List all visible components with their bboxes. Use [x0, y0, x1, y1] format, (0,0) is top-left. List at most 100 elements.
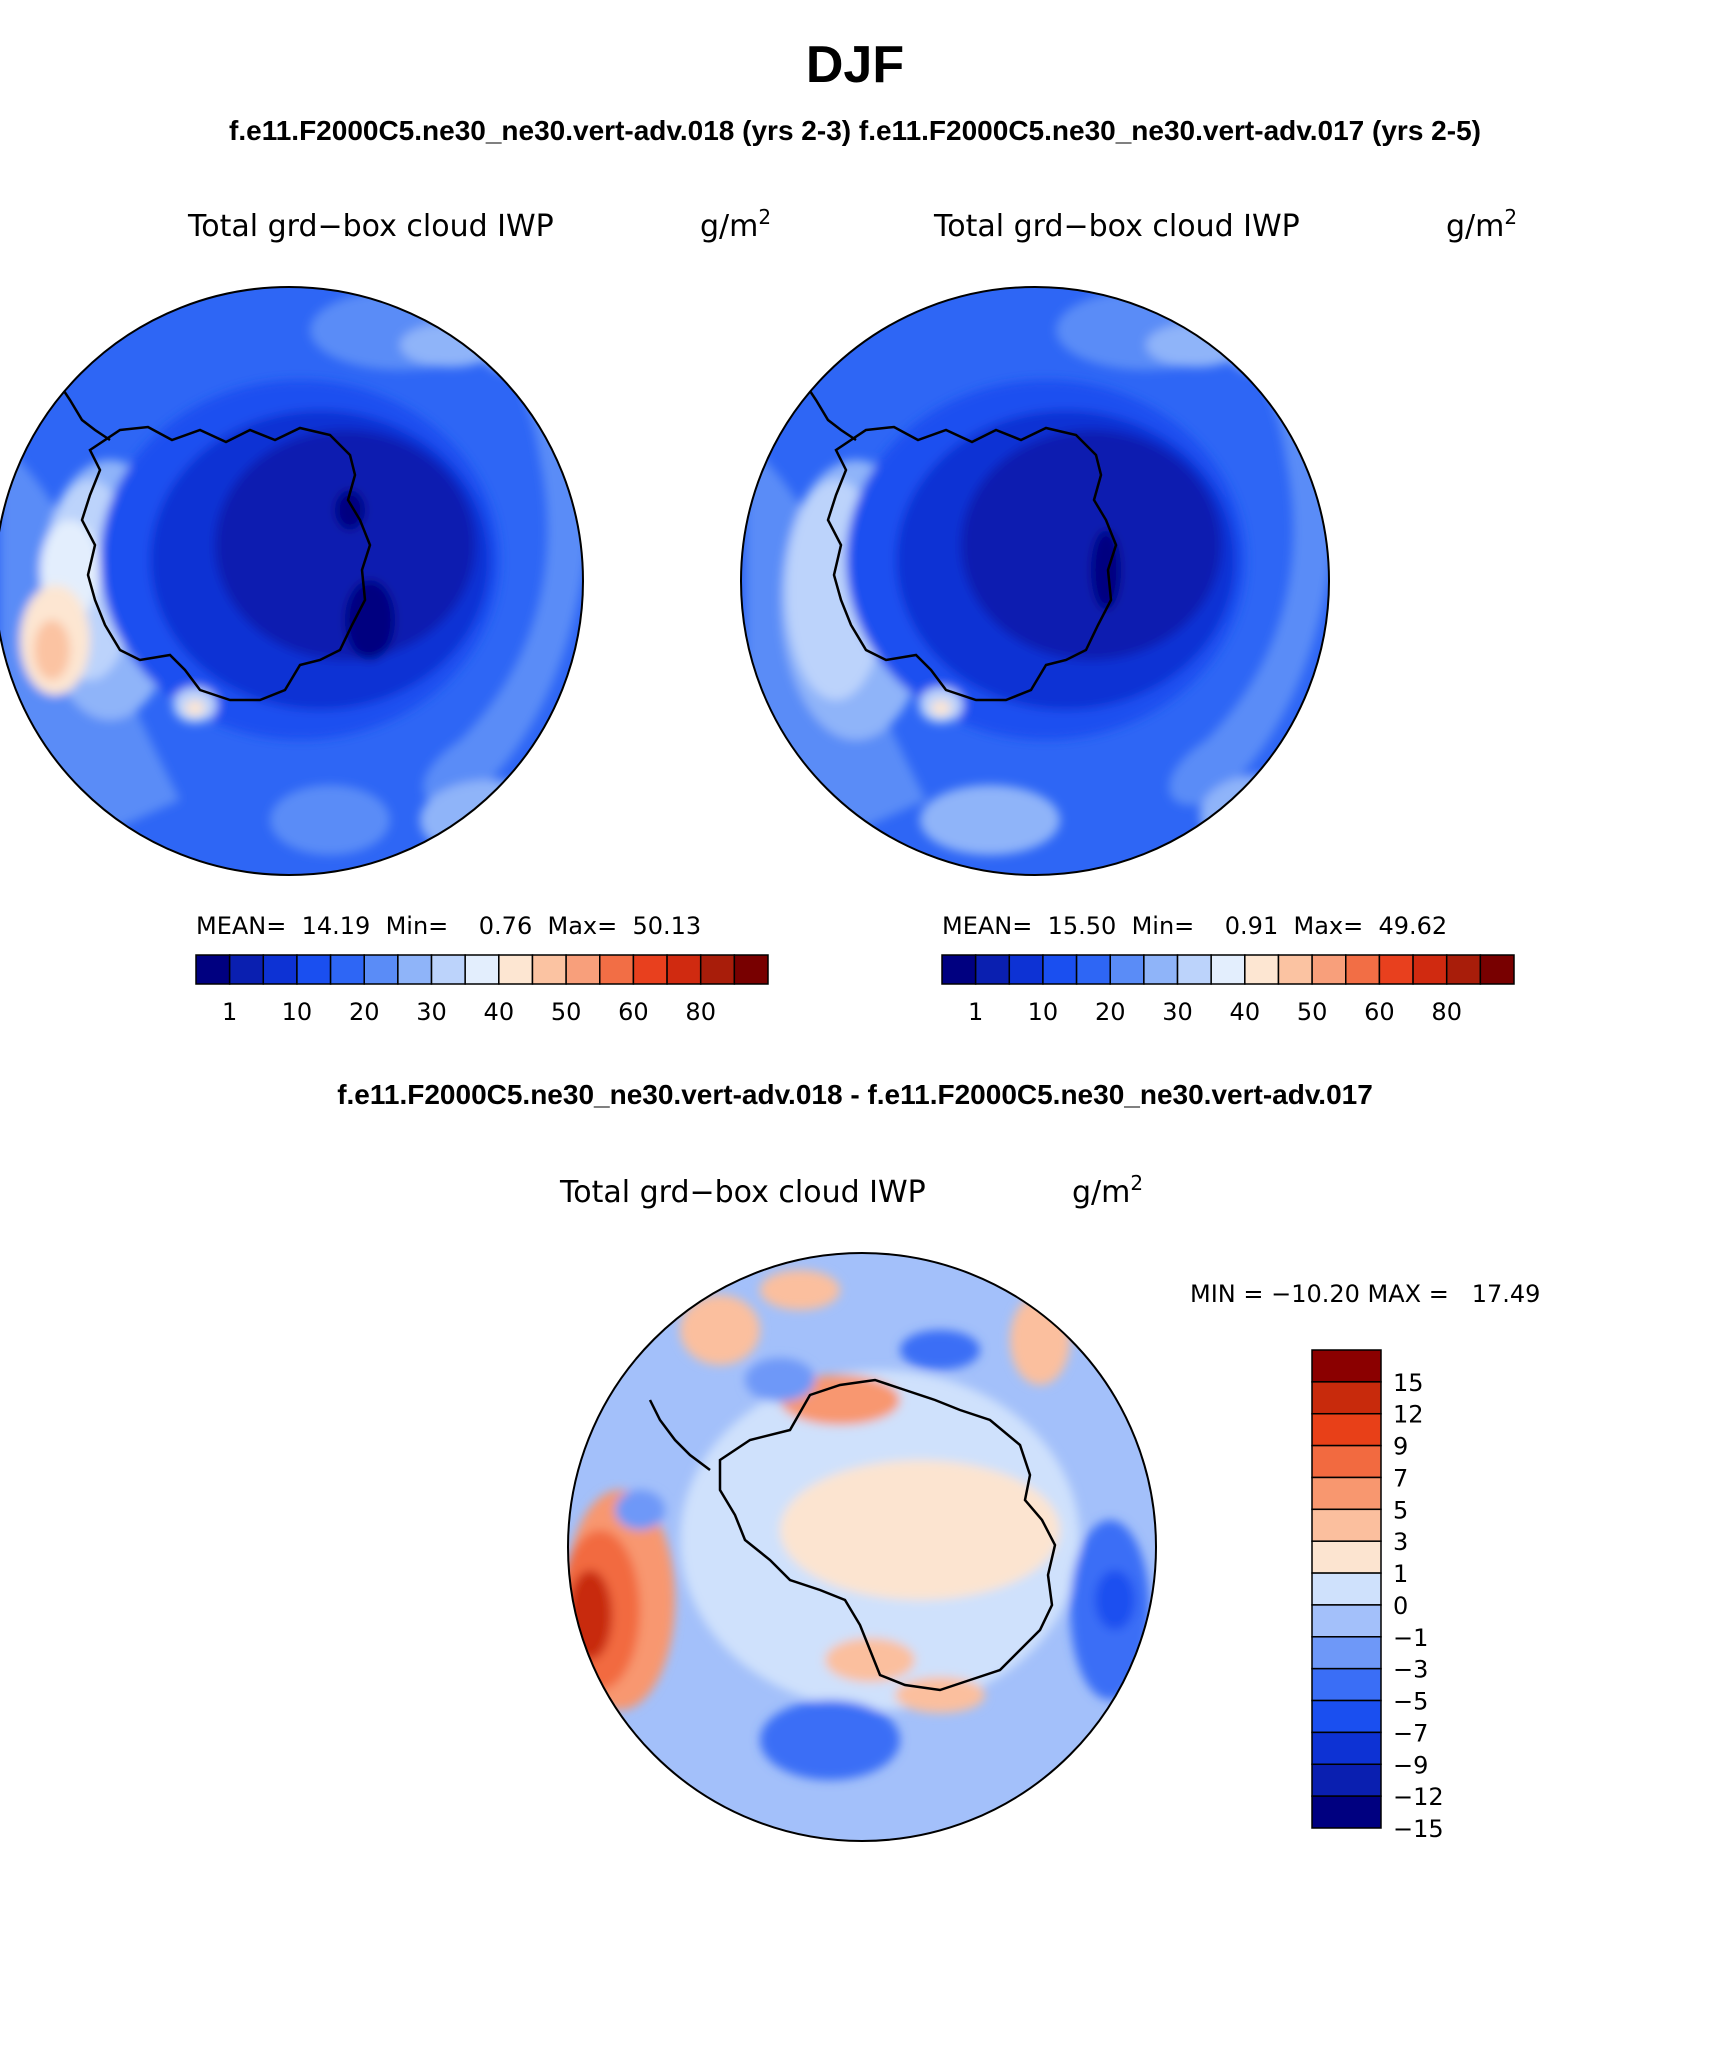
field-contours: [0, 290, 583, 875]
colorbar-box: [1412, 954, 1448, 985]
units-base: g/m: [1446, 209, 1504, 244]
colorbar-tick-label: 30: [416, 998, 447, 1026]
colorbar-tick-label: −15: [1393, 1815, 1444, 1843]
colorbar-box: [498, 954, 534, 985]
contour-band: [931, 700, 951, 716]
colorbar-tick-label: 1: [222, 998, 237, 1026]
colorbar-tick-label: −5: [1393, 1688, 1428, 1716]
colorbar-box: [1311, 1667, 1382, 1702]
colorbar-tick-label: 15: [1393, 1369, 1424, 1397]
panel-case2-units: g/m2: [1446, 205, 1517, 244]
panel-difference-stats: MIN = −10.20 MAX = 17.49: [1190, 1280, 1540, 1308]
colorbar-tick-label: 1: [968, 998, 983, 1026]
contour-band: [1091, 530, 1121, 610]
colorbar-box: [1311, 1795, 1382, 1829]
colorbar-box: [1277, 954, 1313, 985]
colorbar-box: [430, 954, 466, 985]
colorbar-box: [599, 954, 635, 985]
colorbar-tick-label: 60: [618, 998, 649, 1026]
colorbar-box: [1075, 954, 1111, 985]
units-exponent: 2: [1504, 205, 1517, 229]
colorbar-box: [1311, 1540, 1382, 1574]
colorbar-tick-label: 80: [1431, 998, 1462, 1026]
season-title: DJF: [806, 36, 904, 94]
coastline-peninsula: [648, 1399, 711, 1471]
colorbar-box: [329, 954, 365, 985]
contour-band: [270, 785, 390, 855]
colorbar-tick-label: 0: [1393, 1592, 1408, 1620]
coastline-peninsula: [804, 384, 857, 442]
colorbar-box: [1311, 1731, 1382, 1766]
contour-band: [1095, 1570, 1135, 1630]
map-border: [740, 286, 1330, 876]
contour-band: [185, 700, 205, 716]
panel-case1: Total grd−box cloud IWP g/m2: [0, 205, 771, 1026]
colorbar-box: [195, 954, 231, 985]
colorbar-case1: 1 10 20 30 40 50 60 80: [195, 954, 769, 1026]
contour-band: [215, 430, 475, 660]
contour-band: [825, 1638, 915, 1682]
contour-band: [1010, 1295, 1070, 1385]
colorbar-tick-label: 3: [1393, 1528, 1408, 1556]
colorbar-tick-label: 40: [484, 998, 515, 1026]
panel-case1-title: Total grd−box cloud IWP: [187, 209, 554, 244]
colorbar-box: [974, 954, 1011, 985]
units-base: g/m: [1072, 1175, 1130, 1210]
colorbar-tick-label: 20: [349, 998, 380, 1026]
panel-difference-title: Total grd−box cloud IWP: [559, 1175, 926, 1210]
colorbar-tick-label: 40: [1230, 998, 1261, 1026]
contour-band: [615, 1490, 665, 1530]
colorbar-box: [1143, 954, 1179, 985]
colorbar-box: [228, 954, 265, 985]
colorbar-box: [363, 954, 399, 985]
colorbar-tick-label: 50: [551, 998, 582, 1026]
contour-band: [490, 810, 550, 850]
contour-band: [568, 1570, 612, 1660]
colorbar-tick-label: 12: [1393, 1401, 1424, 1429]
colorbar-box: [1008, 954, 1044, 985]
panel-difference-units: g/m2: [1072, 1171, 1143, 1210]
difference-subtitle: f.e11.F2000C5.ne30_ne30.vert-adv.018 - f…: [337, 1079, 1373, 1110]
contour-band: [420, 780, 560, 860]
colorbar-tick-label: 50: [1297, 998, 1328, 1026]
colorbar-box: [1042, 954, 1078, 985]
colorbar-tick-label: −7: [1393, 1719, 1428, 1747]
colorbar-tick-label: 20: [1095, 998, 1126, 1026]
map-border: [567, 1252, 1157, 1842]
colorbar-tick-label: 9: [1393, 1433, 1408, 1461]
contour-band: [920, 785, 1060, 855]
coastline: [718, 1378, 1057, 1692]
colorbar-box: [262, 954, 298, 985]
colorbar-box: [1311, 1604, 1382, 1638]
colorbar-tick-label: 1: [1393, 1560, 1408, 1588]
colorbar-box: [1176, 954, 1212, 985]
colorbar-box: [1311, 1763, 1382, 1797]
coastline-peninsula: [58, 384, 111, 442]
colorbar-box: [565, 954, 601, 985]
units-exponent: 2: [1130, 1171, 1143, 1195]
contour-band: [745, 1358, 815, 1402]
colorbar-box: [464, 954, 500, 985]
colorbar-box: [1244, 954, 1280, 985]
colorbar-box: [941, 954, 977, 985]
contour-band: [760, 1700, 900, 1780]
panel-case1-map: [0, 287, 583, 875]
contour-band: [34, 620, 70, 680]
map-border: [0, 286, 584, 876]
colorbar-tick-label: 5: [1393, 1496, 1408, 1524]
contour-band: [400, 323, 500, 367]
colorbar-tick-label: −1: [1393, 1624, 1428, 1652]
contour-band: [1200, 775, 1320, 855]
contour-band: [900, 1330, 980, 1370]
colorbar-tick-label: 10: [282, 998, 313, 1026]
panel-case2-map: [741, 287, 1329, 875]
colorbar-box: [1311, 1508, 1382, 1542]
contour-band: [961, 430, 1221, 660]
contour-band: [680, 1295, 760, 1365]
colorbar-difference: 15 12 9 7 5 3 1 0 −1 −3 −5 −7 −9 −12 −15: [1311, 1349, 1444, 1843]
colorbar-box: [1479, 954, 1515, 985]
colorbar-box: [1311, 1444, 1382, 1479]
colorbar-box: [1109, 954, 1145, 985]
coastline: [826, 425, 1118, 702]
contour-band: [760, 1270, 840, 1310]
